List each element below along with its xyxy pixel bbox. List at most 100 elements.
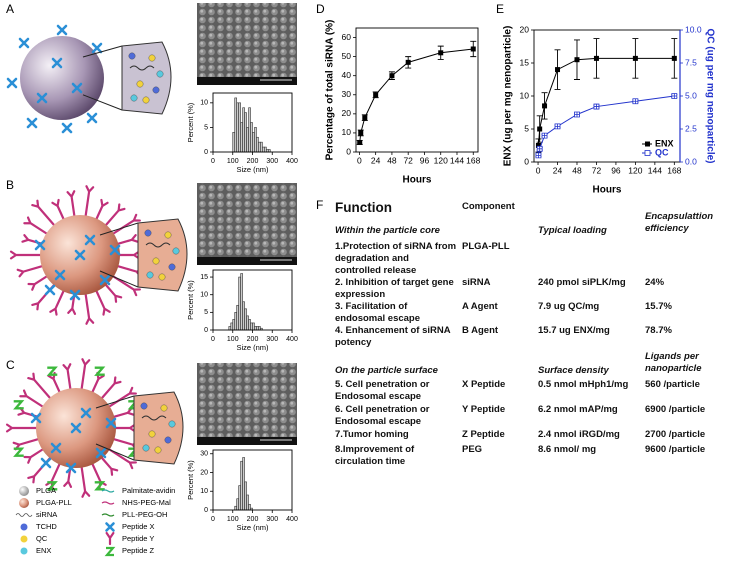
peptide-x-icon xyxy=(40,457,52,469)
table-cell: 2.4 nmol iRGD/mg xyxy=(538,429,620,440)
cargo-dot xyxy=(152,86,160,94)
peptide-y-icon xyxy=(27,372,51,399)
peptide-y-icon xyxy=(91,463,107,489)
data-point xyxy=(541,132,548,139)
panel-label: D xyxy=(316,2,325,16)
legend-marker xyxy=(645,141,650,147)
sirna-helix xyxy=(141,415,167,421)
x-tick-label: 200 xyxy=(247,516,259,523)
y-tick-label: 0 xyxy=(204,327,208,334)
table-cell: PLGA-PLL xyxy=(462,241,510,252)
peptide-z-icon xyxy=(13,400,25,410)
cargo-dot xyxy=(164,436,172,444)
data-point xyxy=(389,73,395,79)
inset-lines xyxy=(99,222,139,288)
x-tick-label: 200 xyxy=(247,336,259,343)
peptide-x-icon xyxy=(50,442,62,454)
table-cell: 9600 /particle xyxy=(645,444,706,455)
peptide-x-icon xyxy=(51,57,63,69)
cargo-dot xyxy=(140,402,148,410)
peptide-y-icon xyxy=(112,213,141,235)
y-axis-label: ENX (ug per mg nenoparticle) xyxy=(503,26,514,167)
x-tick-label: 96 xyxy=(611,165,621,175)
data-point xyxy=(357,139,363,145)
legend-label: PLGA xyxy=(36,486,56,495)
legend-label: ENX xyxy=(36,546,51,555)
peptide-y-icon xyxy=(95,198,109,220)
table-cell: 15.7 ug ENX/mg xyxy=(538,325,610,336)
x-axis-label: Hours xyxy=(403,175,432,186)
cargo-dot xyxy=(164,231,172,239)
peptide-x-icon xyxy=(34,239,46,251)
sem-info-bar xyxy=(197,77,297,85)
y-tick-label: 40 xyxy=(342,70,352,80)
table-cell: Y Peptide xyxy=(462,404,506,415)
peptide-x-icon xyxy=(105,417,117,429)
y-tick-label: 10 xyxy=(342,127,352,137)
section-column-header: Ligands per nanoparticle xyxy=(645,351,702,374)
table-cell: 7.9 ug QC/mg xyxy=(538,301,600,312)
x-tick-label: 0 xyxy=(211,516,215,523)
cargo-dot xyxy=(168,263,176,271)
table-cell: 78.7% xyxy=(645,325,672,336)
data-point xyxy=(555,67,561,73)
y-tick-label: 5 xyxy=(204,124,208,131)
legend-icon xyxy=(19,498,29,508)
peptide-x-icon xyxy=(105,522,115,532)
x-tick-label: 168 xyxy=(667,165,681,175)
data-point xyxy=(535,143,541,148)
peptide-y-icon xyxy=(105,284,123,303)
sem-info-bar xyxy=(197,437,297,445)
y-tick-label: 0 xyxy=(204,149,208,156)
y-tick-label: 50 xyxy=(342,51,352,61)
x-axis-label: Size (nm) xyxy=(236,523,269,532)
x-tick-label: 100 xyxy=(227,336,239,343)
sirna-helix xyxy=(145,242,171,248)
legend-label: ENX xyxy=(655,138,674,148)
table-cell: A Agent xyxy=(462,301,498,312)
peptide-y-icon xyxy=(62,363,72,390)
legend-icon xyxy=(101,513,115,517)
x-tick-label: 100 xyxy=(227,516,239,523)
peptide-x-icon xyxy=(99,274,111,286)
data-point xyxy=(438,50,444,56)
x-tick-label: 24 xyxy=(553,165,563,175)
peptide-x-icon xyxy=(61,122,73,134)
data-point xyxy=(574,111,580,118)
cargo-dot xyxy=(152,257,160,265)
peptide-y-icon xyxy=(49,290,65,316)
peptide-x-icon xyxy=(95,447,107,459)
data-point xyxy=(632,55,638,61)
panel-label: B xyxy=(6,178,14,192)
x-tick-label: 0 xyxy=(211,158,215,165)
x-tick-label: 300 xyxy=(266,158,278,165)
table-cell: 15.7% xyxy=(645,301,672,312)
section-title: On the particle surface xyxy=(335,365,438,376)
peptide-y-icon xyxy=(51,198,65,220)
peptide-y-icon xyxy=(66,190,76,217)
y-tick-label: 15 xyxy=(200,274,208,281)
series-line xyxy=(537,57,675,146)
peptide-x-icon xyxy=(18,37,30,49)
y-tick-label: 15 xyxy=(520,57,530,67)
y-tick-label: 0 xyxy=(346,146,351,156)
data-point xyxy=(632,98,639,105)
peptide-y-icon xyxy=(23,448,44,464)
peptide-z-icon xyxy=(94,481,106,491)
data-point xyxy=(554,123,561,130)
peptide-y-icon xyxy=(23,216,48,235)
data-point xyxy=(358,130,364,136)
y-axis-label: Percent (%) xyxy=(186,102,195,142)
legend-label: Peptide Z xyxy=(122,546,155,555)
peptide-x-icon xyxy=(36,92,48,104)
peptide-y-icon xyxy=(84,293,95,325)
panel-label: C xyxy=(6,358,15,372)
peptide-y-icon xyxy=(101,376,122,399)
plot-frame xyxy=(212,449,293,511)
x-tick-label: 96 xyxy=(420,155,430,165)
legend-icon xyxy=(20,523,28,531)
table-cell: B Agent xyxy=(462,325,499,336)
table-header: Function xyxy=(335,200,392,215)
x-tick-label: 72 xyxy=(403,155,413,165)
legend-marker xyxy=(644,150,651,156)
